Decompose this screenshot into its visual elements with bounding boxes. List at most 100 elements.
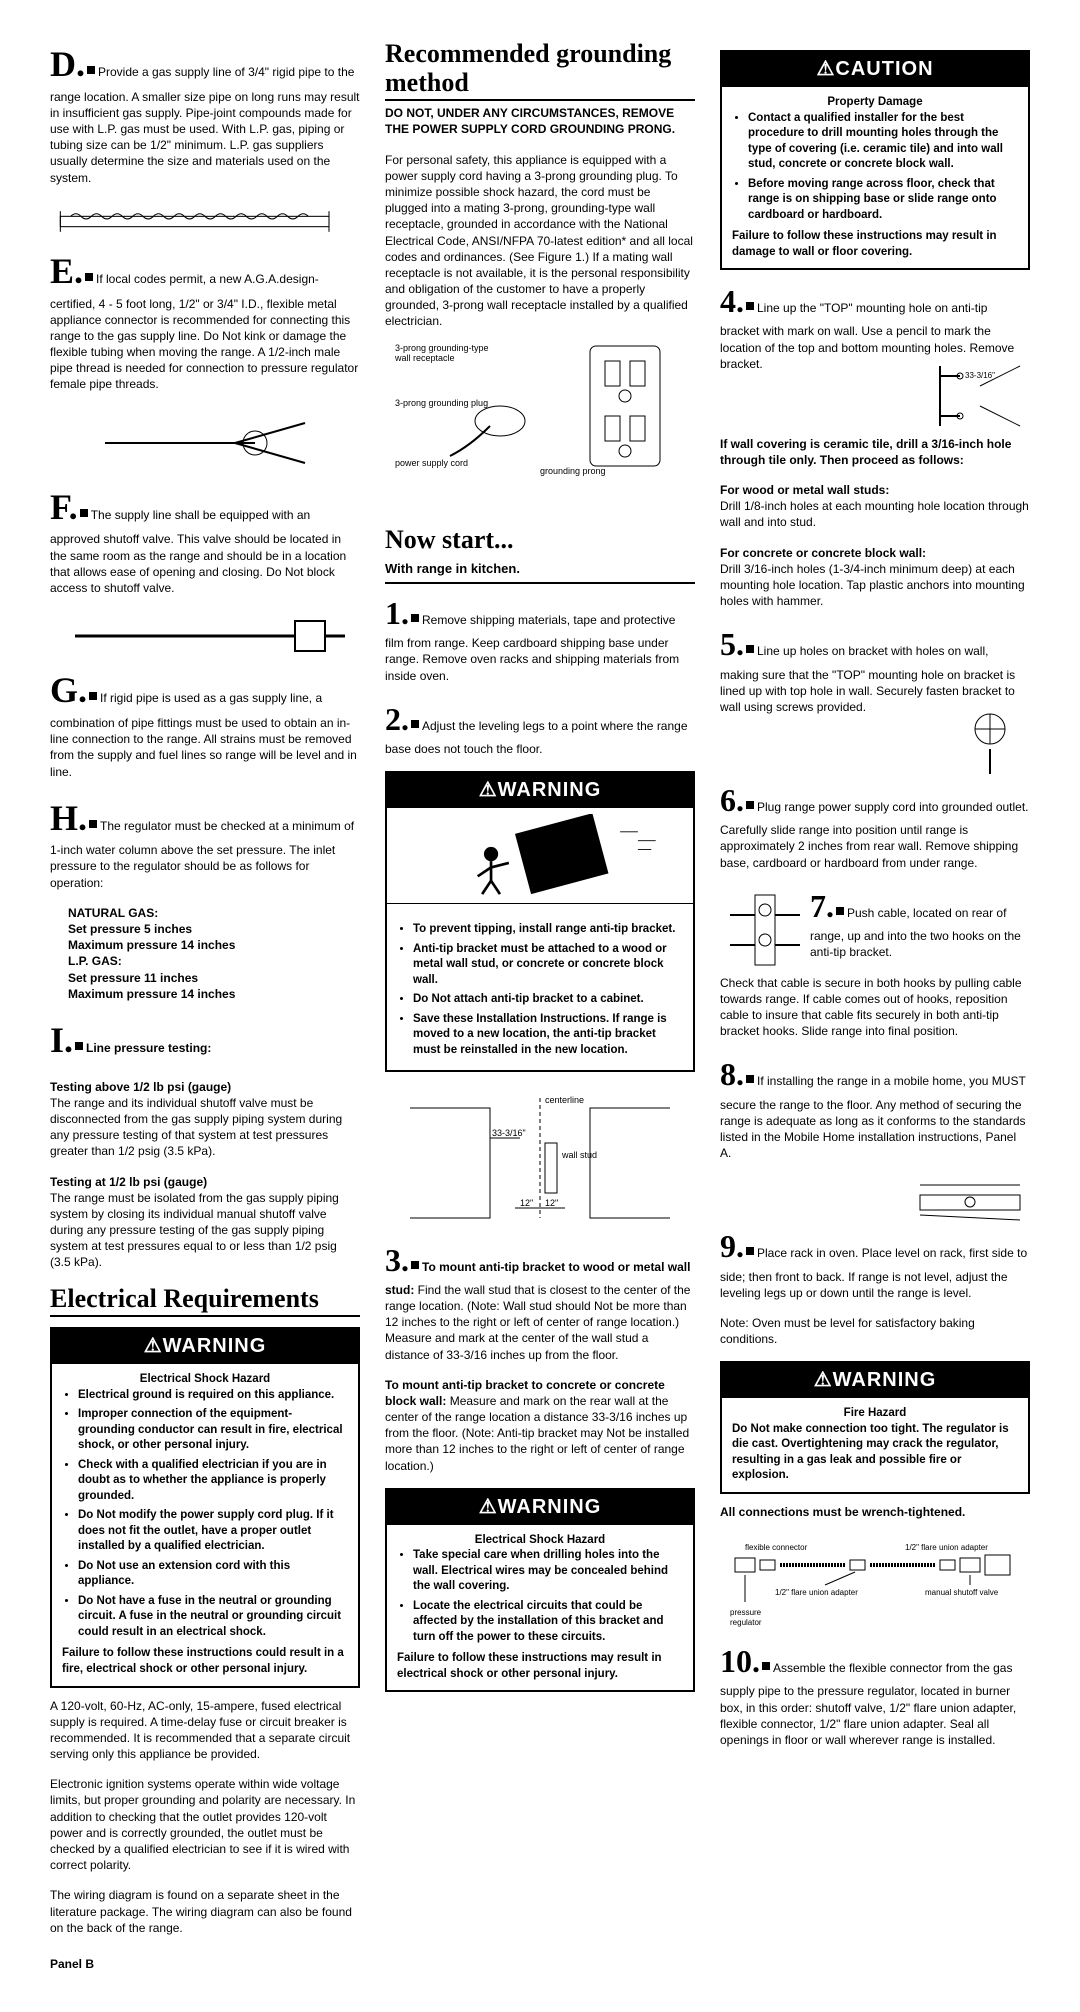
warn-item: Electrical ground is required on this ap… [78, 1388, 348, 1404]
column-1: D.Provide a gas supply line of 3/4" rigi… [50, 40, 360, 1972]
svg-text:12": 12" [520, 1198, 533, 1208]
warn-sub: Electrical Shock Hazard [397, 1533, 683, 1549]
warning-electrical: WARNING Electrical Shock Hazard Electric… [50, 1327, 360, 1687]
section-f: F.The supply line shall be equipped with… [50, 483, 360, 596]
step-10-text: Assemble the flexible connector from the… [720, 1661, 1016, 1747]
warn-item: Do Not modify the power supply cord plug… [78, 1508, 348, 1555]
svg-text:12": 12" [545, 1198, 558, 1208]
line-pressure-head: Line pressure testing: [86, 1041, 211, 1055]
test-at-head: Testing at 1/2 lb psi (gauge) [50, 1174, 360, 1190]
wall-stud-diagram: centerline 33-3/16" wall stud 12" 12" [385, 1088, 695, 1228]
warning-fire: WARNING Fire Hazard Do Not make connecti… [720, 1361, 1030, 1494]
warning-drilling: WARNING Electrical Shock Hazard Take spe… [385, 1488, 695, 1693]
svg-text:33-3/16": 33-3/16" [492, 1128, 526, 1138]
step-3b: To mount anti-tip bracket to concrete or… [385, 1377, 695, 1474]
svg-text:1/2" flare union adapter: 1/2" flare union adapter [905, 1543, 988, 1552]
flex-connector-diagram [50, 206, 360, 237]
wrench-note: All connections must be wrench-tightened… [720, 1504, 1030, 1520]
conc-body: Drill 3/16-inch holes (1-3/4-inch minimu… [720, 561, 1030, 610]
screw-diagram [950, 699, 1030, 779]
caution-item: Before moving range across floor, check … [748, 177, 1018, 224]
step-8-text: If installing the range in a mobile home… [720, 1074, 1026, 1160]
elec-p1: A 120-volt, 60-Hz, AC-only, 15-ampere, f… [50, 1698, 360, 1763]
svg-text:wall stud: wall stud [561, 1150, 597, 1160]
section-g: G.If rigid pipe is used as a gas supply … [50, 666, 360, 779]
warn-foot: Failure to follow these instructions cou… [62, 1646, 348, 1677]
shutoff-diagram [50, 616, 360, 656]
column-3: CAUTION Property Damage Contact a qualif… [720, 40, 1030, 1972]
svg-text:3-prong grounding plug: 3-prong grounding plug [395, 398, 488, 408]
test-at-body: The range must be isolated from the gas … [50, 1190, 360, 1271]
step-1-text: Remove shipping materials, tape and prot… [385, 613, 679, 683]
elec-p3: The wiring diagram is found on a separat… [50, 1887, 360, 1936]
step-2: 2.Adjust the leveling legs to a point wh… [385, 698, 695, 757]
regulator-diagram [50, 413, 360, 473]
step-3: 3.To mount anti-tip bracket to wood or m… [385, 1239, 695, 1363]
grounding-body: For personal safety, this appliance is e… [385, 152, 695, 330]
wood-head: For wood or metal wall studs: [720, 482, 1030, 498]
page: D.Provide a gas supply line of 3/4" rigi… [50, 40, 1030, 1972]
warn-item: To prevent tipping, install range anti-t… [413, 922, 683, 938]
wood-body: Drill 1/8-inch holes at each mounting ho… [720, 498, 1030, 530]
caution-head: CAUTION [722, 52, 1028, 87]
warn-foot: Failure to follow these instructions may… [397, 1651, 683, 1682]
nat-gas-max: Maximum pressure 14 inches [50, 937, 360, 953]
section-e: E.If local codes permit, a new A.G.A.des… [50, 247, 360, 393]
lp-gas-max: Maximum pressure 14 inches [50, 986, 360, 1002]
tipping-diagram [387, 814, 693, 904]
section-g-text: If rigid pipe is used as a gas supply li… [50, 691, 357, 778]
section-f-text: The supply line shall be equipped with a… [50, 508, 346, 595]
lp-gas-set: Set pressure 11 inches [50, 970, 360, 986]
section-i: I.Line pressure testing: [50, 1016, 360, 1065]
caution-foot: Failure to follow these instructions may… [732, 229, 1018, 260]
warn-sub: Electrical Shock Hazard [62, 1372, 348, 1388]
warn-item: Do Not use an extension cord with this a… [78, 1559, 348, 1590]
warn-item: Locate the electrical circuits that coul… [413, 1599, 683, 1646]
svg-text:power supply cord: power supply cord [395, 458, 468, 468]
nat-gas-label: NATURAL GAS: [50, 905, 360, 921]
now-start-title: Now start... [385, 526, 695, 557]
test-above-body: The range and its individual shutoff val… [50, 1095, 360, 1160]
svg-text:grounding prong: grounding prong [540, 466, 606, 476]
warn-item: Do Not have a fuse in the neutral or gro… [78, 1594, 348, 1641]
warning-tipping: WARNING To prevent tipping, install rang… [385, 771, 695, 1072]
svg-text:wall receptacle: wall receptacle [394, 353, 455, 363]
section-d: D.Provide a gas supply line of 3/4" rigi… [50, 40, 360, 186]
warn-item: Anti-tip bracket must be attached to a w… [413, 942, 683, 989]
column-2: Recommended grounding method DO NOT, UND… [385, 40, 695, 1972]
step-9: 9.Place rack in oven. Place level on rac… [720, 1225, 1030, 1301]
caution-box: CAUTION Property Damage Contact a qualif… [720, 50, 1030, 270]
elec-p2: Electronic ignition systems operate with… [50, 1776, 360, 1873]
warn-item: Save these Installation Instructions. If… [413, 1012, 683, 1059]
svg-text:regulator: regulator [730, 1618, 762, 1627]
step-6-text: Plug range power supply cord into ground… [720, 800, 1029, 870]
caution-list: Contact a qualified installer for the be… [732, 111, 1018, 224]
level-diagram [910, 1175, 1030, 1225]
warning-head: WARNING [722, 1363, 1028, 1398]
section-e-text: If local codes permit, a new A.G.A.desig… [50, 272, 358, 392]
warning-head: WARNING [387, 1490, 693, 1525]
section-h: H.The regulator must be checked at a min… [50, 794, 360, 891]
warn-item: Do Not attach anti-tip bracket to a cabi… [413, 992, 683, 1008]
nat-gas-set: Set pressure 5 inches [50, 921, 360, 937]
svg-text:3-prong grounding-type: 3-prong grounding-type [395, 343, 489, 353]
step-10: 10.Assemble the flexible connector from … [720, 1640, 1030, 1748]
grounding-title: Recommended grounding method [385, 40, 695, 101]
electrical-title: Electrical Requirements [50, 1285, 360, 1318]
panel-label: Panel B [50, 1956, 360, 1972]
warn-list: Take special care when drilling holes in… [397, 1548, 683, 1645]
step-2-text: Adjust the leveling legs to a point wher… [385, 719, 688, 756]
warn-sub: Fire Hazard [732, 1406, 1018, 1422]
warn-item: Check with a qualified electrician if yo… [78, 1458, 348, 1505]
caution-item: Contact a qualified installer for the be… [748, 111, 1018, 173]
hooks-diagram [720, 885, 810, 975]
step-9-text: Place rack in oven. Place level on rack,… [720, 1246, 1027, 1299]
warning-head: WARNING [52, 1329, 358, 1364]
step-9-note: Note: Oven must be level for satisfactor… [720, 1315, 1030, 1347]
caution-sub: Property Damage [732, 95, 1018, 111]
svg-text:manual shutoff valve: manual shutoff valve [925, 1588, 999, 1597]
warn-list: Electrical ground is required on this ap… [62, 1388, 348, 1641]
connector-assembly-diagram: flexible connector 1/2" flare union adap… [720, 1540, 1030, 1630]
section-h-text: The regulator must be checked at a minim… [50, 819, 354, 890]
step-1: 1.Remove shipping materials, tape and pr… [385, 592, 695, 684]
